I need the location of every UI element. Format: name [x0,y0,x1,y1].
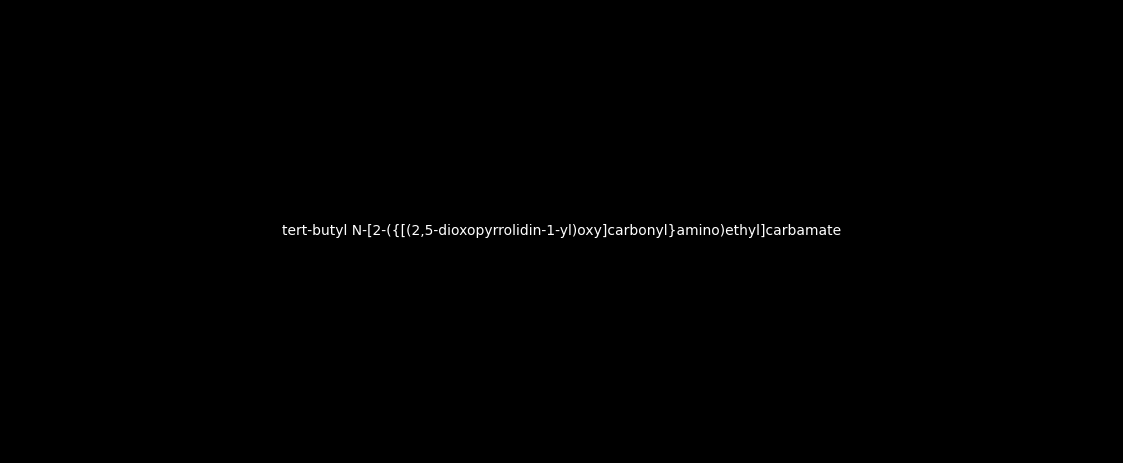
Text: tert-butyl N-[2-({[(2,5-dioxopyrrolidin-1-yl)oxy]carbonyl}amino)ethyl]carbamate: tert-butyl N-[2-({[(2,5-dioxopyrrolidin-… [282,225,841,238]
